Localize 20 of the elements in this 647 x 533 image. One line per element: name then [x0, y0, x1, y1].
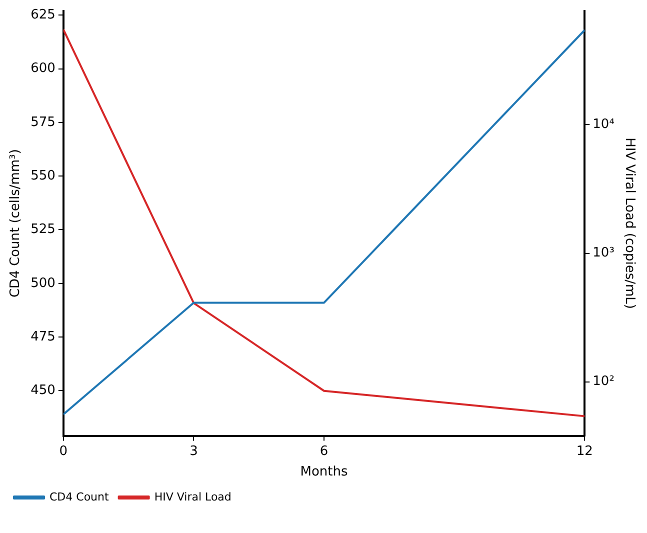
x-tick-label: 3 — [190, 444, 198, 459]
y-tick-label: 550 — [30, 168, 56, 184]
legend-label: CD4 Count — [50, 490, 110, 504]
y-tick-label: 625 — [30, 7, 56, 22]
y-tick-label: 450 — [30, 383, 56, 398]
x-tick-label: 6 — [320, 444, 328, 459]
y-tick-label: 525 — [30, 222, 56, 238]
legend-label: HIV Viral Load — [154, 490, 232, 504]
y2-tick-label: 10³ — [592, 246, 614, 261]
y2-axis-title: HIV Viral Load (copies/mL) — [622, 138, 637, 310]
y-tick-label: 500 — [30, 276, 56, 291]
y-tick-label: 600 — [30, 61, 56, 76]
x-axis-title: Months — [300, 464, 348, 480]
x-tick-label: 12 — [576, 444, 593, 459]
y2-tick-label: 10² — [592, 374, 614, 390]
x-tick-label: 0 — [59, 444, 68, 459]
y2-tick-label: 10⁴ — [592, 117, 614, 132]
y-axis-title: CD4 Count (cells/mm³) — [8, 149, 24, 298]
y-tick-label: 475 — [30, 329, 56, 344]
y-tick-label: 575 — [30, 114, 56, 130]
